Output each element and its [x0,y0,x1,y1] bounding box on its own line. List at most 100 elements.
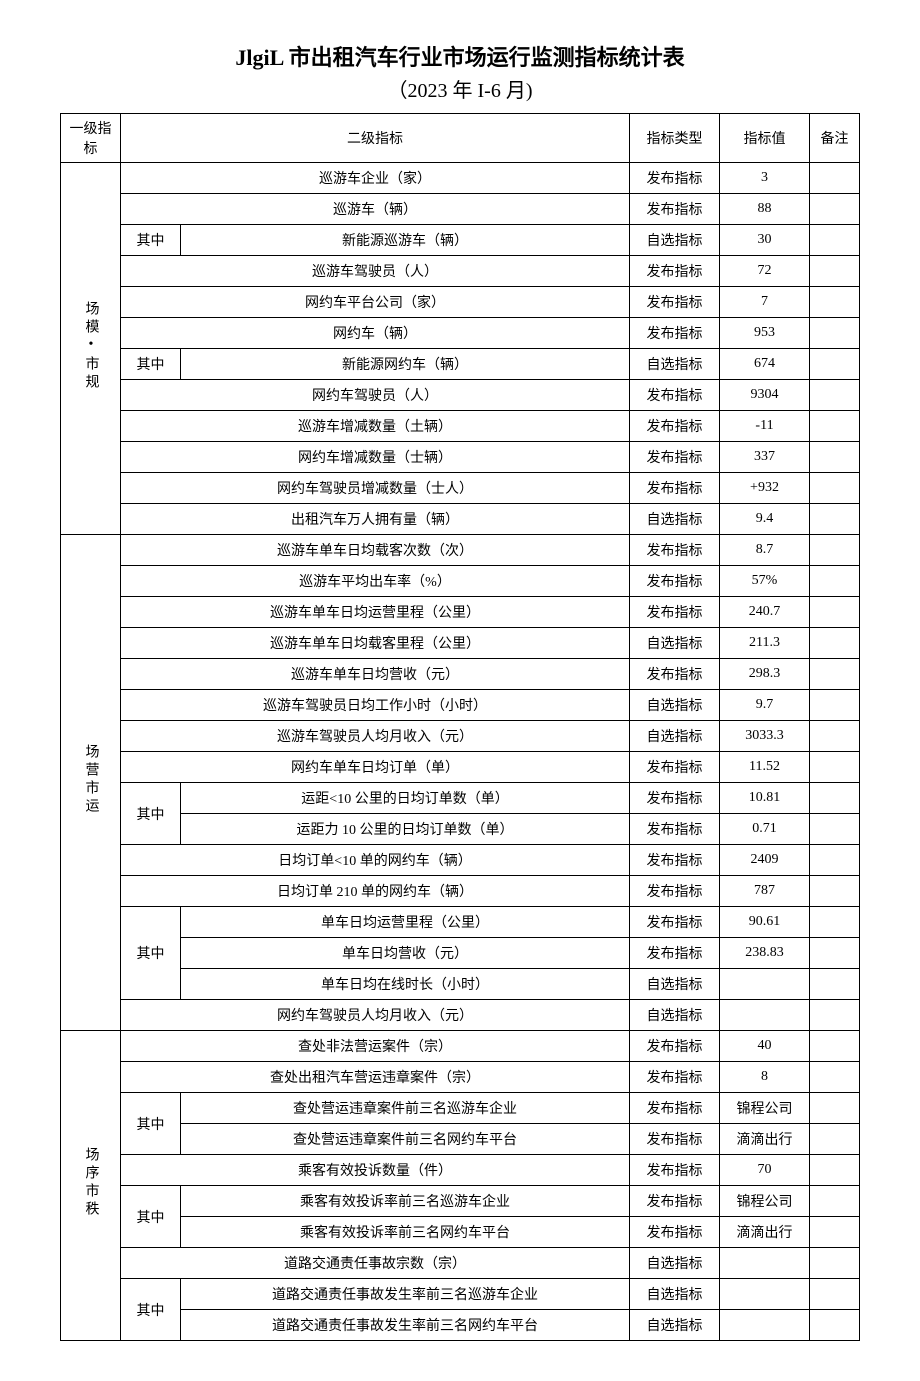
indicator-value: 3033.3 [720,721,810,752]
indicator-type: 发布指标 [630,256,720,287]
level2-indicator: 乘客有效投诉数量（件） [121,1155,630,1186]
note-cell [810,1248,860,1279]
note-cell [810,318,860,349]
level2-indicator: 巡游车单车日均运营里程（公里） [121,597,630,628]
indicator-value [720,1279,810,1310]
table-row: 网约车增减数量（士辆）发布指标337 [61,442,860,473]
level2-indicator: 单车日均营收（元） [181,938,630,969]
level1-indicator: 场模•市规 [61,163,121,535]
level2-indicator: 运距<10 公里的日均订单数（单） [181,783,630,814]
note-cell [810,845,860,876]
indicator-type: 发布指标 [630,752,720,783]
header-l1: 一级指标 [61,114,121,163]
indicator-value: 2409 [720,845,810,876]
level1-indicator: 场营市运 [61,535,121,1031]
level2-indicator: 网约车单车日均订单（单） [121,752,630,783]
indicator-value: 3 [720,163,810,194]
table-row: 其中运距<10 公里的日均订单数（单）发布指标10.81 [61,783,860,814]
indicator-value: 0.71 [720,814,810,845]
note-cell [810,442,860,473]
indicator-value [720,969,810,1000]
sub-label: 其中 [121,225,181,256]
note-cell [810,504,860,535]
note-cell [810,752,860,783]
note-cell [810,349,860,380]
level2-indicator: 道路交通责任事故发生率前三名巡游车企业 [181,1279,630,1310]
header-type: 指标类型 [630,114,720,163]
indicator-value: 锦程公司 [720,1093,810,1124]
note-cell [810,1093,860,1124]
note-cell [810,411,860,442]
indicator-type: 自选指标 [630,721,720,752]
indicator-type: 发布指标 [630,659,720,690]
table-row: 出租汽车万人拥有量（辆）自选指标9.4 [61,504,860,535]
note-cell [810,876,860,907]
note-cell [810,659,860,690]
indicator-value: 滴滴出行 [720,1124,810,1155]
note-cell [810,628,860,659]
note-cell [810,721,860,752]
indicator-type: 发布指标 [630,318,720,349]
indicator-value: 953 [720,318,810,349]
table-row: 其中查处营运违章案件前三名巡游车企业发布指标锦程公司 [61,1093,860,1124]
table-row: 道路交通责任事故宗数（宗）自选指标 [61,1248,860,1279]
level2-indicator: 网约车驾驶员增减数量（士人） [121,473,630,504]
indicator-type: 发布指标 [630,1031,720,1062]
indicator-value: 11.52 [720,752,810,783]
header-note: 备注 [810,114,860,163]
indicator-type: 发布指标 [630,442,720,473]
indicator-type: 发布指标 [630,535,720,566]
note-cell [810,1124,860,1155]
note-cell [810,1031,860,1062]
indicator-value: -11 [720,411,810,442]
indicator-type: 发布指标 [630,566,720,597]
sub-label: 其中 [121,907,181,1000]
indicator-type: 发布指标 [630,783,720,814]
indicator-value [720,1248,810,1279]
indicator-type: 自选指标 [630,504,720,535]
indicator-value: 7 [720,287,810,318]
note-cell [810,535,860,566]
note-cell [810,225,860,256]
level2-indicator: 乘客有效投诉率前三名网约车平台 [181,1217,630,1248]
table-row: 乘客有效投诉数量（件）发布指标70 [61,1155,860,1186]
indicator-type: 自选指标 [630,1310,720,1341]
level2-indicator: 巡游车单车日均载客里程（公里） [121,628,630,659]
note-cell [810,1279,860,1310]
table-row: 其中道路交通责任事故发生率前三名巡游车企业自选指标 [61,1279,860,1310]
indicator-type: 发布指标 [630,1186,720,1217]
level2-indicator: 单车日均在线时长（小时） [181,969,630,1000]
table-row: 其中单车日均运营里程（公里）发布指标90.61 [61,907,860,938]
indicator-type: 发布指标 [630,287,720,318]
document-title: JlgiL 市出租汽车行业市场运行监测指标统计表 [60,40,860,72]
note-cell [810,814,860,845]
indicator-value: 10.81 [720,783,810,814]
table-row: 日均订单 210 单的网约车（辆）发布指标787 [61,876,860,907]
level2-indicator: 巡游车单车日均载客次数（次） [121,535,630,566]
level2-indicator: 查处出租汽车营运违章案件（宗） [121,1062,630,1093]
note-cell [810,907,860,938]
level2-indicator: 运距力 10 公里的日均订单数（单） [181,814,630,845]
table-row: 巡游车驾驶员日均工作小时（小时）自选指标9.7 [61,690,860,721]
sub-label: 其中 [121,783,181,845]
indicator-value: 240.7 [720,597,810,628]
indicator-value: 8 [720,1062,810,1093]
sub-label: 其中 [121,349,181,380]
table-row: 场序市秩查处非法营运案件（宗）发布指标40 [61,1031,860,1062]
table-row: 其中新能源巡游车（辆）自选指标30 [61,225,860,256]
table-row: 其中乘客有效投诉率前三名巡游车企业发布指标锦程公司 [61,1186,860,1217]
note-cell [810,1000,860,1031]
indicator-type: 发布指标 [630,473,720,504]
level2-indicator: 单车日均运营里程（公里） [181,907,630,938]
indicator-value: 787 [720,876,810,907]
note-cell [810,473,860,504]
level2-indicator: 新能源网约车（辆） [181,349,630,380]
indicator-value: +932 [720,473,810,504]
indicator-type: 发布指标 [630,597,720,628]
indicator-type: 发布指标 [630,1155,720,1186]
indicator-type: 自选指标 [630,1000,720,1031]
indicator-type: 自选指标 [630,1279,720,1310]
indicator-type: 发布指标 [630,907,720,938]
table-row: 网约车驾驶员增减数量（士人）发布指标+932 [61,473,860,504]
indicator-value: 88 [720,194,810,225]
